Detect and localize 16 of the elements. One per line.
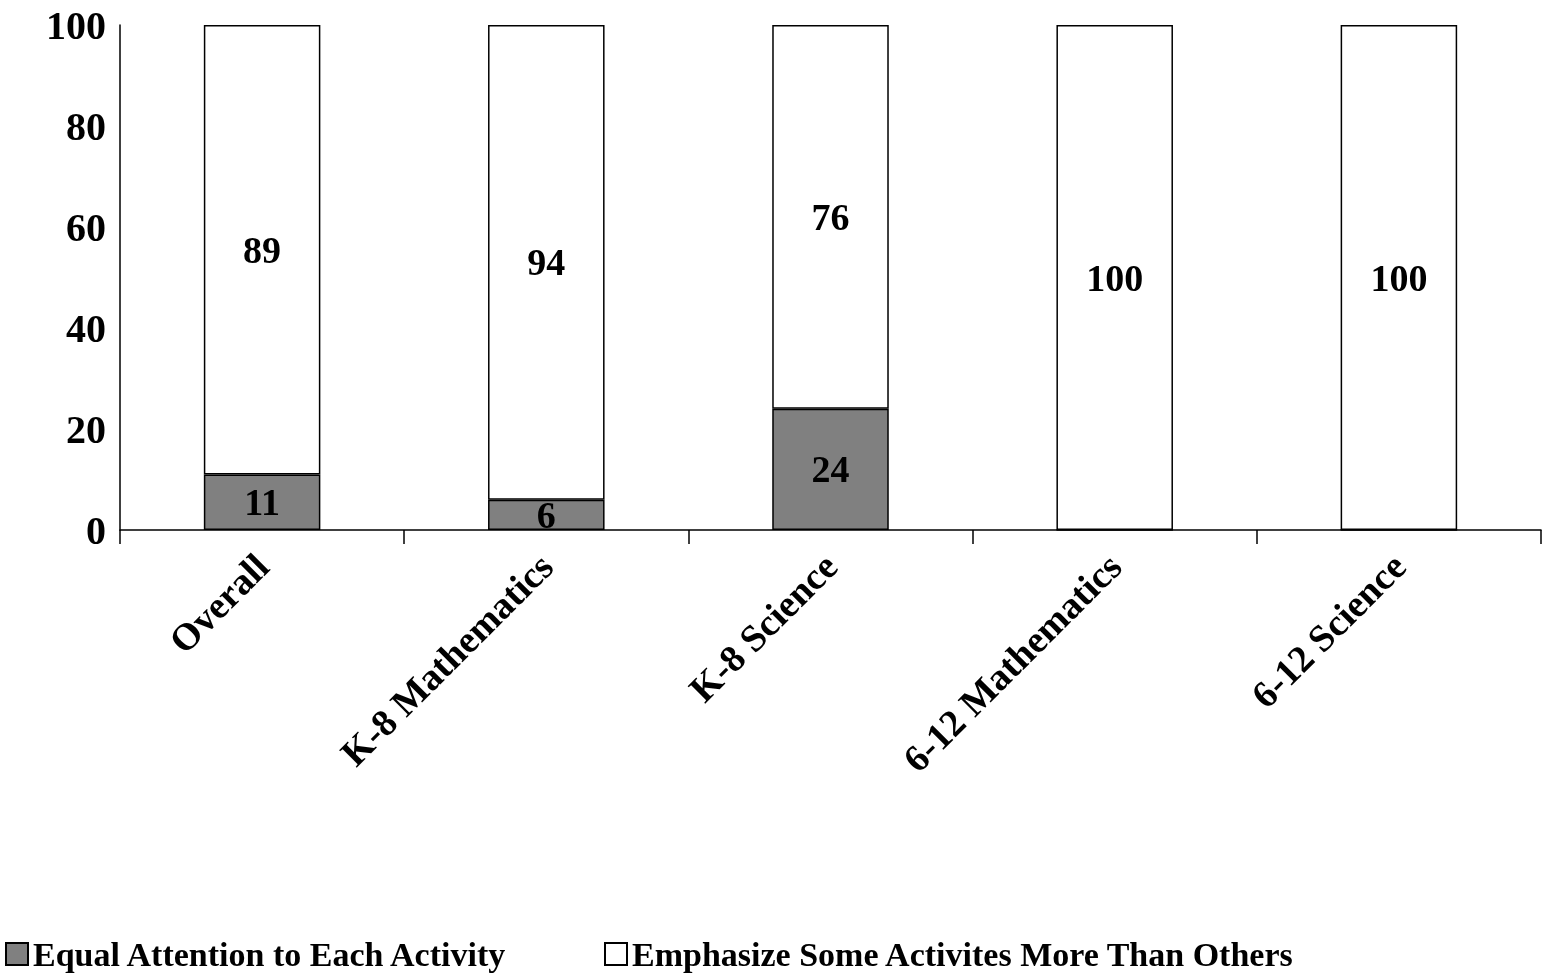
y-tick-label: 20 — [66, 406, 106, 452]
y-tick-label: 40 — [66, 305, 106, 351]
data-label: 94 — [527, 241, 566, 284]
legend-label: Emphasize Some Activites More Than Others — [632, 935, 1293, 973]
y-tick-label: 0 — [86, 507, 106, 553]
data-label: 89 — [243, 228, 282, 271]
data-label: 24 — [811, 448, 850, 491]
data-label: 76 — [811, 195, 850, 238]
data-label: 11 — [244, 481, 281, 524]
legend-label: Equal Attention to Each Activity — [33, 935, 506, 973]
data-label: 100 — [1370, 256, 1428, 299]
y-tick-label: 100 — [46, 2, 106, 48]
data-label: 6 — [536, 493, 556, 536]
y-tick-label: 80 — [66, 103, 106, 149]
data-label: 100 — [1086, 256, 1144, 299]
y-tick-label: 60 — [66, 204, 106, 250]
